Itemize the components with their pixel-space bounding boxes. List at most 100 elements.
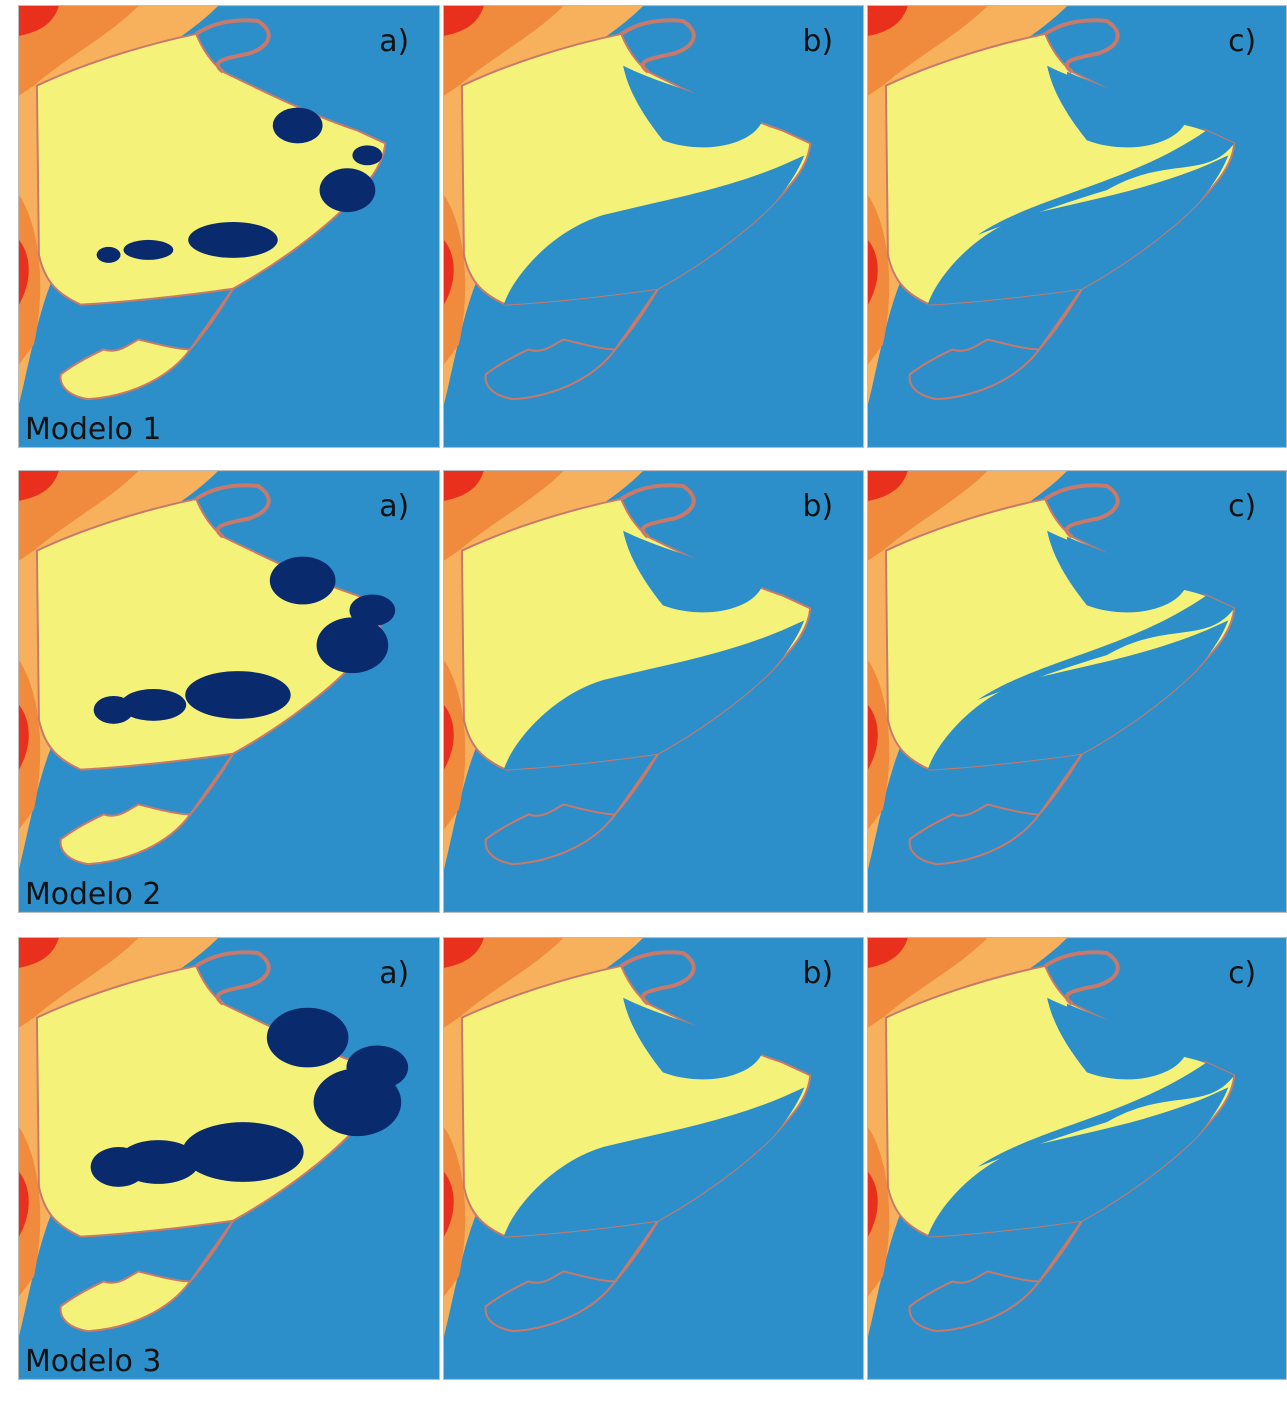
hook (195, 483, 271, 539)
spit (484, 288, 659, 401)
panel-label: b) (803, 956, 834, 991)
model-label: Modelo 3 (25, 1344, 161, 1379)
flood-patch (188, 222, 278, 258)
flood-area (503, 620, 805, 770)
flood-patch (349, 594, 396, 627)
model-label: Modelo 2 (25, 877, 161, 912)
map-panel: b) (443, 5, 864, 448)
spit (59, 753, 234, 866)
spit (59, 288, 234, 401)
land-high (444, 239, 454, 305)
hook (620, 483, 696, 539)
spit (908, 1220, 1083, 1333)
land-mid (444, 6, 564, 96)
land-high (868, 471, 908, 501)
flood-patch (90, 1147, 147, 1187)
flood-area (977, 1003, 1235, 1167)
land-mid (868, 1127, 890, 1297)
land-mid (444, 195, 466, 365)
hook (195, 950, 271, 1006)
flood-patch (185, 671, 291, 719)
flood-patch (120, 689, 187, 721)
spit (484, 1220, 659, 1333)
flood-patch (96, 246, 121, 263)
flood-patch (316, 617, 389, 674)
flood-patch (182, 1122, 304, 1182)
panel-label: b) (803, 489, 834, 524)
panel-label: c) (1228, 489, 1256, 524)
flood-patch (93, 695, 134, 724)
flood-area (623, 530, 763, 613)
land-mid (444, 471, 564, 561)
land-mid (19, 471, 139, 561)
land-high (19, 1171, 29, 1237)
hook (1044, 483, 1120, 539)
flood-area (503, 155, 805, 305)
land-high (19, 938, 59, 968)
land-high (868, 239, 878, 305)
flood-patch (319, 168, 376, 213)
land-high (868, 704, 878, 770)
flood-patch (346, 1045, 409, 1090)
land-high (868, 938, 908, 968)
land-mid (868, 660, 890, 830)
spit (59, 1220, 234, 1333)
flood-area (927, 155, 1229, 305)
land-mid (868, 195, 890, 365)
land-mid (868, 6, 988, 96)
land-high (444, 704, 454, 770)
flood-patch (123, 239, 174, 260)
land-mid (868, 938, 988, 1028)
land-high (19, 704, 29, 770)
land-high (19, 6, 59, 36)
spit (908, 753, 1083, 866)
spit (484, 753, 659, 866)
map-panel: c) (867, 470, 1287, 913)
delta (35, 32, 387, 306)
model-label: Modelo 1 (25, 412, 161, 447)
flood-area (977, 71, 1235, 235)
land-mid (19, 195, 41, 365)
flood-area (623, 65, 763, 148)
hook (620, 950, 696, 1006)
flood-area (927, 1087, 1229, 1237)
flood-area (927, 620, 1229, 770)
flood-area (623, 997, 763, 1080)
panel-label: c) (1228, 24, 1256, 59)
map-panel: b) (443, 937, 864, 1380)
flood-patch (266, 1007, 349, 1068)
map-panel: a) Modelo 1 (18, 5, 440, 448)
land-mid (19, 6, 139, 96)
map-panel: a) Modelo 3 (18, 937, 440, 1380)
panel-label: a) (379, 956, 409, 991)
land-high (444, 6, 484, 36)
land-mid (19, 938, 139, 1028)
flood-area (503, 1087, 805, 1237)
map-panel: b) (443, 470, 864, 913)
flood-patch (352, 145, 383, 166)
land-high (19, 239, 29, 305)
map-panel: a) Modelo 2 (18, 470, 440, 913)
panel-label: c) (1228, 956, 1256, 991)
land-mid (444, 938, 564, 1028)
panel-label: b) (803, 24, 834, 59)
flood-patch (272, 107, 323, 144)
land-mid (19, 1127, 41, 1297)
flood-patch (269, 556, 336, 605)
panel-label: a) (379, 489, 409, 524)
panel-label: a) (379, 24, 409, 59)
hook (1044, 18, 1120, 74)
land-mid (444, 1127, 466, 1297)
hook (1044, 950, 1120, 1006)
land-mid (868, 471, 988, 561)
land-high (444, 938, 484, 968)
map-panel: c) (867, 5, 1287, 448)
land-high (19, 471, 59, 501)
hook (620, 18, 696, 74)
land-high (444, 1171, 454, 1237)
land-high (444, 471, 484, 501)
hook (195, 18, 271, 74)
flood-area (977, 536, 1235, 700)
land-mid (19, 660, 41, 830)
